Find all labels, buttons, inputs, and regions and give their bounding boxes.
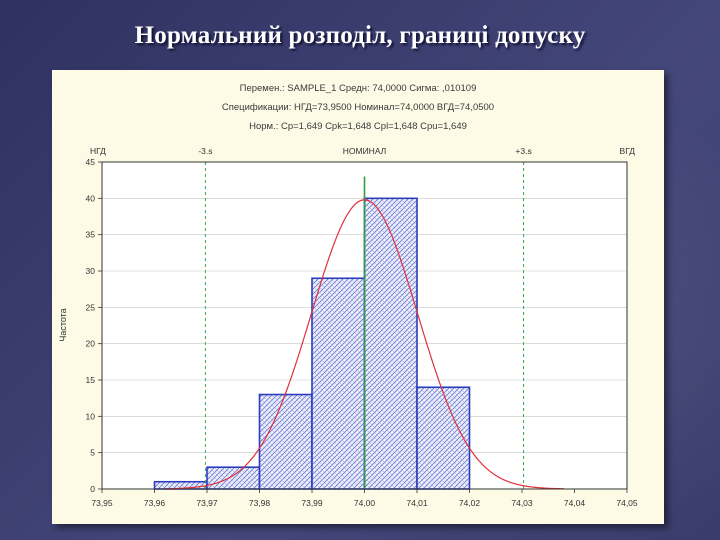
x-tick-label: 74,03 xyxy=(511,498,533,508)
marker-label: НОМИНАЛ xyxy=(343,146,387,156)
marker-label: -3.s xyxy=(198,146,212,156)
x-tick-label: 73,95 xyxy=(91,498,113,508)
y-tick-label: 45 xyxy=(86,157,96,167)
x-tick-label: 74,01 xyxy=(406,498,428,508)
plot-area: 0 5 10 15 20 25 30 35 40 45 73,95 73,96 73,97 73,98 73… xyxy=(86,146,638,508)
x-tick-label: 74,00 xyxy=(354,498,376,508)
histogram-bar xyxy=(416,386,471,490)
marker-label: +3.s xyxy=(515,146,531,156)
histogram-bar xyxy=(258,393,313,490)
header-line-1: Перемен.: SAMPLE_1 Средн: 74,0000 Сигма:… xyxy=(240,83,477,94)
y-tick-label: 10 xyxy=(86,411,96,421)
normal-curve xyxy=(164,199,565,490)
header-line-2: Спецификации: НГД=73,9500 Номинал=74,000… xyxy=(222,102,494,113)
y-tick-label: 30 xyxy=(86,266,96,276)
x-tick-label: 73,98 xyxy=(249,498,271,508)
marker-label: НГД xyxy=(90,146,106,156)
header-line-3: Норм.: Cp=1,649 Cpk=1,648 Cpl=1,648 Cpu=… xyxy=(249,121,467,132)
x-tick-label: 73,97 xyxy=(196,498,218,508)
y-tick-label: 15 xyxy=(86,375,96,385)
y-tick-label: 25 xyxy=(86,302,96,312)
histogram-bar xyxy=(311,277,366,490)
x-tick-label: 73,96 xyxy=(144,498,166,508)
x-tick-label: 74,04 xyxy=(564,498,586,508)
y-tick-label: 20 xyxy=(86,339,96,349)
x-tick-label: 74,02 xyxy=(459,498,481,508)
histogram-chart: Перемен.: SAMPLE_1 Средн: 74,0000 Сигма:… xyxy=(52,70,664,524)
histogram-bar xyxy=(206,466,261,490)
y-tick-label: 40 xyxy=(86,193,96,203)
y-tick-label: 5 xyxy=(90,448,95,458)
y-axis-label: Частота xyxy=(58,308,68,341)
x-tick-label: 73,99 xyxy=(301,498,323,508)
y-tick-label: 0 xyxy=(90,484,95,494)
histogram-figure: Перемен.: SAMPLE_1 Средн: 74,0000 Сигма:… xyxy=(52,70,664,524)
histogram-bar xyxy=(363,197,418,490)
plot-border xyxy=(101,161,628,490)
y-tick-label: 35 xyxy=(86,230,96,240)
x-tick-label: 74,05 xyxy=(616,498,638,508)
slide-title: Нормальний розподіл, границі допуску xyxy=(134,22,586,49)
marker-label: ВГД xyxy=(620,146,636,156)
